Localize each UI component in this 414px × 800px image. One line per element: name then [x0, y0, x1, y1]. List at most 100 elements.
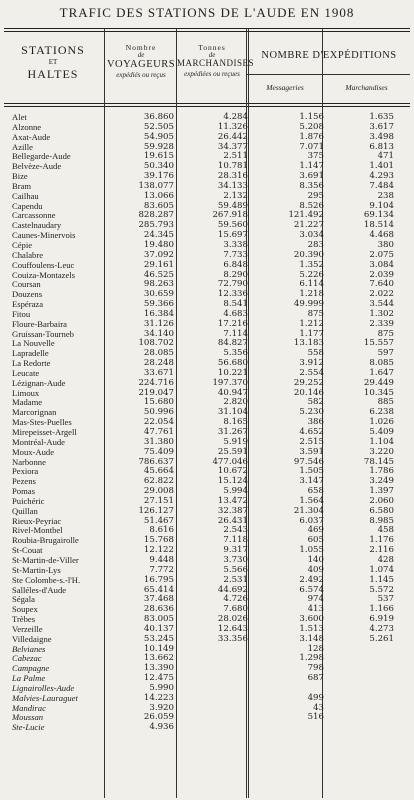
- marchandises-tonnes-value: 15.124: [217, 476, 248, 487]
- station-name: Marcorignan: [12, 408, 57, 418]
- voyageurs-value: 828.287: [138, 210, 174, 221]
- station-name: Pezens: [12, 477, 36, 487]
- station-name: Pomas: [12, 487, 35, 497]
- marchandises-tonnes-value: 28.316: [217, 171, 248, 182]
- marchandises-tonnes-value: 34.133: [217, 180, 248, 191]
- marchandises-tonnes-value: 5.919: [223, 436, 248, 447]
- marchandises-tonnes-value: 11.326: [217, 121, 248, 132]
- table-row: Quillan 126.127 32.387 21.304 6.580: [0, 505, 414, 517]
- voyageurs-value: 15.680: [143, 397, 174, 408]
- marchandises-count-value: 15.557: [363, 338, 394, 349]
- voyageurs-value: 12.475: [143, 673, 174, 684]
- marchandises-tonnes-value: 10.672: [217, 466, 248, 477]
- messageries-value: 29.252: [293, 377, 324, 388]
- messageries-value: 5.230: [299, 407, 324, 418]
- messageries-value: 4.652: [299, 427, 324, 437]
- station-name: Montréal-Aude: [12, 437, 65, 447]
- marchandises-count-value: 458: [377, 525, 394, 536]
- marchandises-tonnes-value: 26.431: [217, 515, 248, 526]
- marchandises-count-value: 8.085: [369, 358, 394, 369]
- header-bottom-rule-2: [4, 105, 410, 107]
- table-row: Moussan 26.059 516: [0, 713, 414, 723]
- marchandises-tonnes-value: 5.566: [223, 564, 248, 575]
- marchandises-count-value: 1.397: [369, 486, 394, 497]
- voyageurs-value: 31.380: [143, 436, 174, 447]
- voyageurs-value: 8.616: [149, 525, 174, 536]
- marchandises-count-value: 3.617: [369, 121, 394, 132]
- marchandises-tonnes-value: 10.781: [217, 161, 248, 172]
- voyageurs-value: 13.066: [143, 190, 174, 201]
- table-row: Cabezac 13.662 1.298: [0, 654, 414, 664]
- header-bottom-rule: [4, 103, 410, 104]
- marchandises-tonnes-value: 26.442: [217, 131, 248, 142]
- marchandises-tonnes-value: 267.918: [212, 210, 248, 221]
- voyageurs-value: 59.366: [143, 299, 174, 310]
- station-name: La Redorte: [12, 359, 51, 369]
- marchandises-count-value: 9.104: [369, 200, 394, 211]
- marchandises-count-value: 1.145: [369, 574, 394, 585]
- marchandises-count-value: 238: [377, 190, 394, 201]
- table-row: Carcassonne 828.287 267.918 121.492 69.134: [0, 211, 414, 221]
- table-row: Madame 15.680 2.820 582 885: [0, 398, 414, 408]
- table-row: St-Martin-de-Viller 9.448 3.730 140 428: [0, 555, 414, 566]
- messageries-value: 516: [307, 712, 324, 723]
- marchandises-tonnes-value: 59.560: [217, 220, 248, 231]
- header-messageries-label: Messageries: [266, 83, 304, 92]
- header-et-label: ET: [48, 57, 58, 66]
- marchandises-count-value: 1.176: [369, 535, 394, 546]
- marchandises-count-value: 1.401: [369, 161, 394, 172]
- voyageurs-value: 15.768: [143, 535, 174, 546]
- messageries-value: 7.071: [299, 141, 324, 152]
- messageries-value: 875: [307, 308, 324, 319]
- header-marchandises-col: Marchandises: [323, 84, 410, 92]
- messageries-value: 558: [307, 348, 324, 359]
- marchandises-tonnes-value: 10.221: [217, 367, 248, 378]
- messageries-value: 1.147: [299, 161, 324, 172]
- marchandises-count-value: 6.580: [369, 505, 394, 516]
- column-divider-4: [322, 28, 323, 798]
- messageries-value: 1.352: [299, 259, 324, 270]
- marchandises-count-value: 78.145: [363, 456, 394, 467]
- voyageurs-value: 62.822: [143, 476, 174, 487]
- marchandises-tonnes-value: 12.336: [217, 289, 248, 300]
- table-row: La Nouvelle 108.702 84.827 13.183 15.557: [0, 339, 414, 349]
- station-name: Belvèze-Aude: [12, 162, 62, 172]
- messageries-value: 687: [307, 673, 324, 684]
- station-name: Chalabre: [12, 250, 44, 260]
- messageries-value: 20.146: [293, 387, 324, 398]
- station-name: Puichéric: [12, 496, 45, 506]
- table-row: Azille 59.928 34.377 7.071 6.813: [0, 141, 414, 153]
- marchandises-tonnes-value: 84.827: [217, 338, 248, 349]
- marchandises-count-value: 18.514: [363, 220, 394, 231]
- voyageurs-value: 46.525: [143, 269, 174, 280]
- station-name: La Palme: [12, 674, 46, 684]
- expeditions-subrule: [246, 74, 410, 75]
- table-row: Lignairolles-Aude 5.990: [0, 683, 414, 694]
- header-expeditions-label: NOMBRE D'EXPÉDITIONS: [261, 50, 397, 61]
- station-name: Fitou: [12, 309, 31, 319]
- marchandises-tonnes-value: 2.511: [223, 151, 248, 162]
- table-row: Malvies-Lauraguet 14.223 499: [0, 693, 414, 704]
- station-name: Capendu: [12, 201, 43, 211]
- voyageurs-value: 50.340: [143, 161, 174, 172]
- marchandises-count-value: 875: [377, 328, 394, 339]
- voyageurs-value: 24.345: [143, 230, 174, 241]
- station-name: Limoux: [12, 388, 40, 398]
- messageries-value: 295: [307, 190, 324, 201]
- header-marchandises-label: MARCHANDISES: [177, 58, 255, 69]
- marchandises-tonnes-value: 6.848: [223, 259, 248, 270]
- voyageurs-value: 83.005: [143, 614, 174, 625]
- messageries-value: 283: [307, 239, 324, 250]
- station-name: Trèbes: [12, 615, 36, 625]
- messageries-value: 798: [307, 663, 324, 674]
- voyageurs-value: 29.008: [143, 486, 174, 497]
- table-row: Alzonne 52.505 11.326 5.208 3.617: [0, 121, 414, 133]
- messageries-value: 3.034: [299, 230, 324, 241]
- voyageurs-value: 28.248: [143, 358, 174, 369]
- marchandises-tonnes-value: 2.132: [223, 190, 248, 201]
- table-row: Axat-Aude 54.905 26.442 1.876 3.498: [0, 131, 414, 143]
- voyageurs-value: 30.659: [143, 289, 174, 300]
- marchandises-tonnes-value: 2.543: [223, 525, 248, 536]
- messageries-value: 605: [307, 535, 324, 546]
- table-row: St-Couat 12.122 9.317 1.055 2.116: [0, 545, 414, 556]
